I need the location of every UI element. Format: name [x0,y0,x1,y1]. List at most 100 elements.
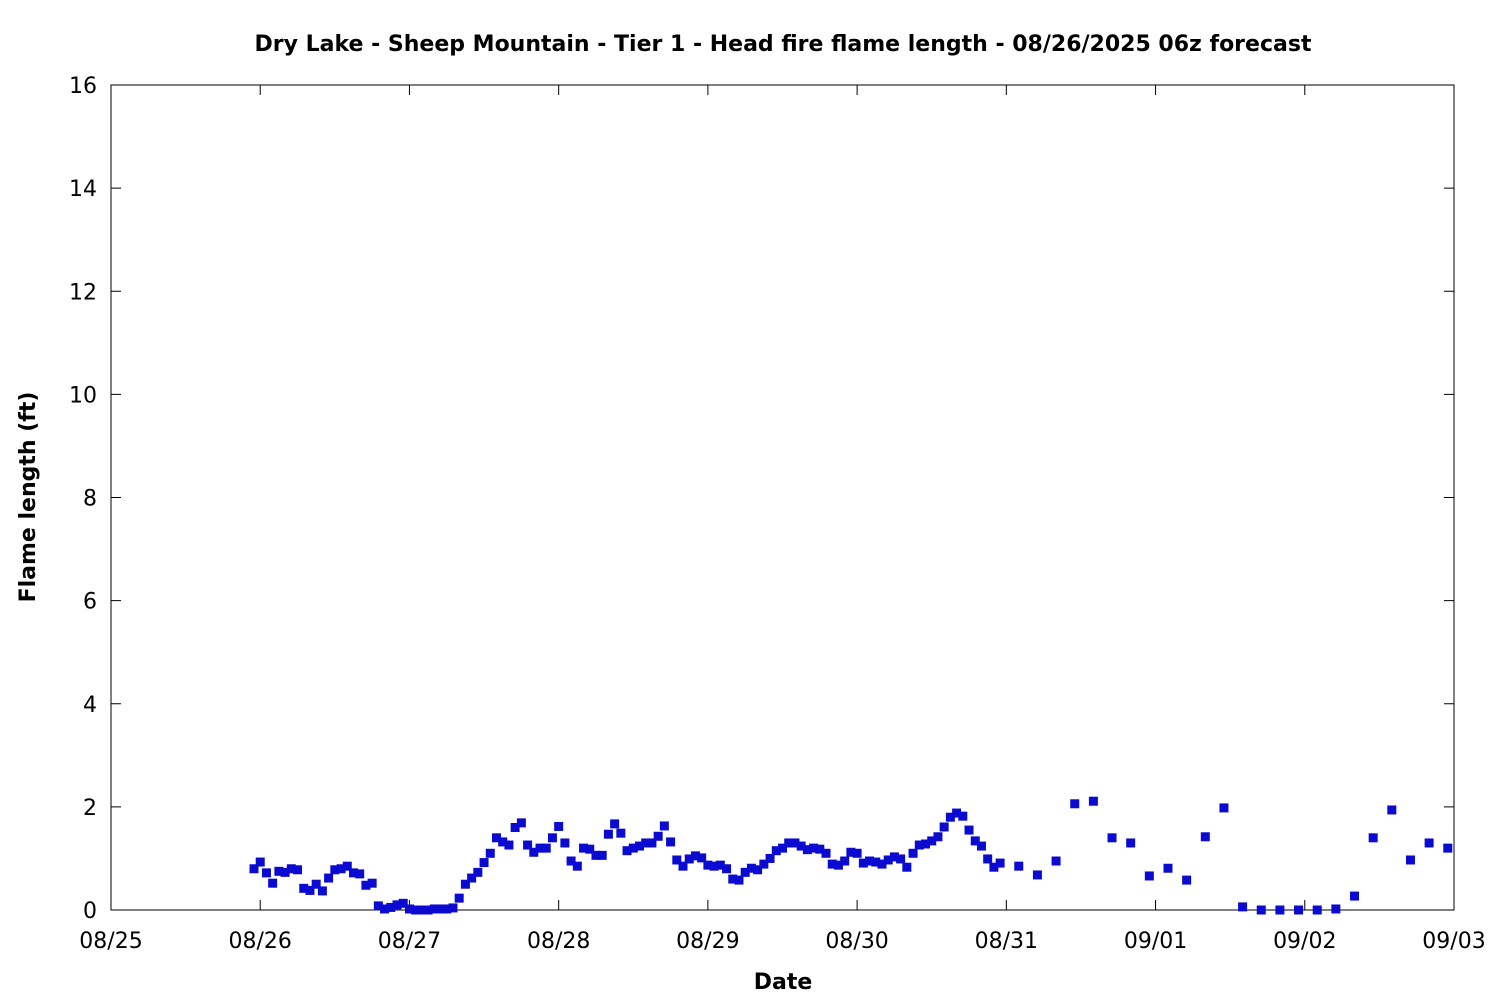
x-tick-label: 08/31 [975,929,1038,954]
data-point [802,845,812,855]
data-point [908,848,918,858]
data-point [311,879,321,889]
data-point [753,865,763,875]
data-point [746,863,756,873]
data-point [653,831,663,841]
data-point [485,848,495,858]
data-point [305,885,315,895]
data-point [535,843,545,853]
data-point [1051,856,1061,866]
data-point [591,850,601,860]
data-point [809,843,819,853]
y-tick-label: 16 [69,74,97,99]
data-point [902,862,912,872]
plot-frame [110,84,1455,911]
data-point [1312,905,1322,915]
data-point [715,860,725,870]
data-point [367,878,377,888]
data-point [516,818,526,828]
data-point [1163,863,1173,873]
data-point [541,843,551,853]
y-tick-label: 6 [83,590,97,615]
data-point [858,858,868,868]
data-point [964,825,974,835]
data-point [460,879,470,889]
data-point [1107,833,1117,843]
data-point [429,904,439,914]
x-tick-label: 08/27 [378,929,441,954]
data-point [1144,871,1154,881]
data-point [523,840,533,850]
data-point [585,844,595,854]
x-tick-label: 09/03 [1422,929,1485,954]
data-point [840,856,850,866]
data-point [871,857,881,867]
data-point [628,843,638,853]
data-point [249,864,259,874]
data-point [261,868,271,878]
data-point [703,860,713,870]
data-point [1294,905,1304,915]
data-point [255,857,265,867]
x-tick-label: 08/29 [676,929,739,954]
data-point [666,837,676,847]
data-point [1182,875,1192,885]
data-point [442,904,452,914]
data-point [914,840,924,850]
data-point [690,851,700,861]
data-point [622,846,632,856]
data-point [846,847,856,857]
data-point [790,838,800,848]
data-point [815,844,825,854]
data-point [1219,803,1229,813]
data-point [498,837,508,847]
data-point [547,833,557,843]
data-point [336,864,346,874]
data-point [635,841,645,851]
y-tick-label: 10 [69,383,97,408]
data-point [647,838,657,848]
chart-title: Dry Lake - Sheep Mountain - Tier 1 - Hea… [255,32,1312,57]
data-point [274,866,284,876]
x-tick-label: 09/02 [1273,929,1336,954]
data-point [392,900,402,910]
data-point [423,905,433,915]
data-point [672,855,682,865]
y-tick-label: 14 [69,177,97,202]
data-point [1368,833,1378,843]
data-point [380,904,390,914]
y-tick-label: 8 [83,487,97,512]
data-point [510,823,520,832]
data-point [579,843,589,853]
data-point [504,840,514,850]
data-point [317,886,327,896]
data-point [299,883,309,893]
data-point [684,854,694,864]
x-tick-label: 08/30 [825,929,888,954]
data-point [1126,838,1136,848]
data-point [386,902,396,912]
data-point [454,893,464,903]
data-point [852,848,862,858]
data-point [373,901,383,911]
data-point [759,859,769,869]
data-point [1200,832,1210,842]
data-point [529,847,539,857]
x-tick-label: 09/01 [1124,929,1187,954]
data-point [473,867,483,877]
data-point [728,874,738,884]
data-point [361,880,371,890]
data-point [1387,805,1397,815]
data-point [467,873,477,883]
data-point [995,858,1005,868]
data-point [1350,891,1360,901]
data-point [865,856,875,866]
data-point [293,865,303,875]
data-point [330,865,340,875]
data-point [958,811,968,821]
data-point [896,854,906,864]
data-point [927,836,937,846]
y-tick-label: 2 [83,796,97,821]
data-point [280,867,290,877]
